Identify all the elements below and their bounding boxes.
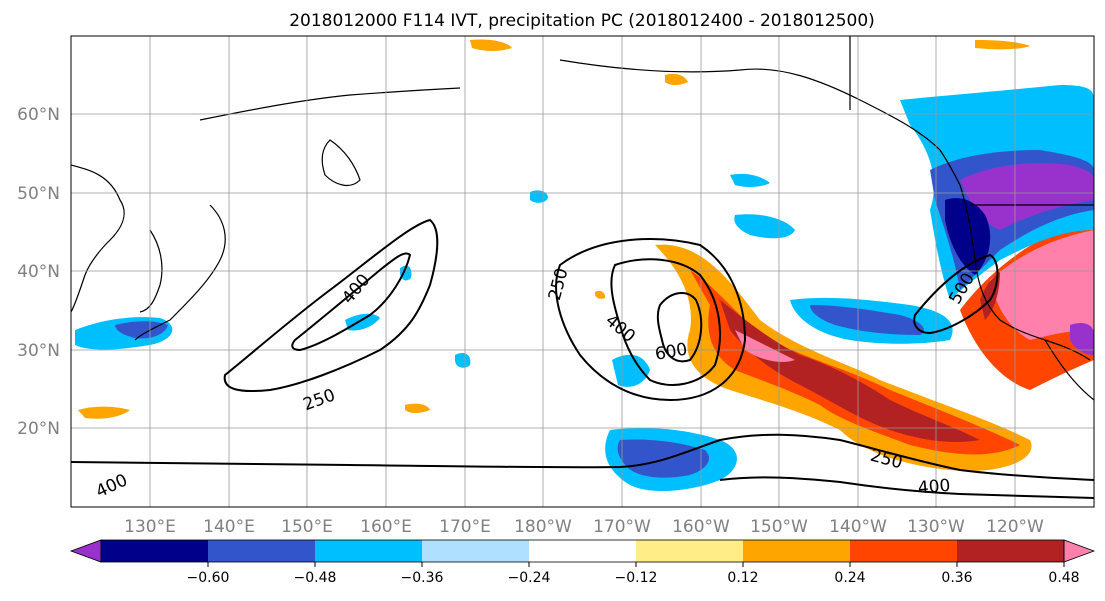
- siberia-coast: [199, 87, 461, 121]
- lon-label-140e: 140°E: [203, 517, 255, 537]
- colorbar-tick-label: 0.36: [941, 570, 972, 586]
- contour-south-2: [719, 476, 1094, 499]
- subtropical-negative-inner: [617, 439, 710, 478]
- westcoast-na: [959, 184, 1091, 361]
- contour-label-400-east: 400: [917, 476, 951, 499]
- small-positive-1: [470, 39, 512, 51]
- small-positive-4: [405, 403, 430, 413]
- colorbar-tick-label: −0.24: [508, 570, 551, 586]
- small-positive-3: [595, 290, 606, 299]
- small-positive-5: [78, 406, 130, 419]
- colorbar-tick-label: −0.60: [187, 570, 230, 586]
- lat-label-60n: 60°N: [17, 105, 60, 125]
- alaska-positive: [975, 40, 1030, 50]
- lon-label-160w: 160°W: [672, 517, 730, 537]
- colorbar: [69, 539, 1096, 563]
- figure-title: 2018012000 F114 IVT, precipitation PC (2…: [289, 11, 875, 31]
- pnw-negative-darkblue: [945, 198, 991, 275]
- lon-label-170e: 170°E: [439, 517, 491, 537]
- westcoast-pink: [990, 230, 1094, 340]
- colorbar-tick-label: −0.48: [294, 570, 337, 586]
- colorbar-segment: [957, 540, 1065, 562]
- lat-label-20n: 20°N: [17, 419, 60, 439]
- center-negative-1: [612, 354, 650, 387]
- lon-label-150w: 150°W: [750, 517, 808, 537]
- mexico-negative: [1070, 323, 1094, 355]
- contour-south: [71, 433, 1094, 481]
- pnw-negative-purple: [960, 163, 1094, 230]
- lon-labels: 130°E 140°E 150°E 160°E 170°E 180°W 170°…: [124, 517, 1044, 537]
- colorbar-segment: [422, 540, 530, 562]
- colorbar-segment: [529, 540, 637, 562]
- lon-label-130e: 130°E: [124, 517, 176, 537]
- korea-coast: [139, 229, 163, 313]
- map-frame: [70, 35, 1095, 508]
- lat-label-30n: 30°N: [17, 341, 60, 361]
- lon-label-130w: 130°W: [907, 517, 965, 537]
- colorbar-segment: [101, 540, 209, 562]
- colorbar-segment: [743, 540, 851, 562]
- precip-shading: [75, 39, 1094, 492]
- subpolar-negative-2: [730, 173, 770, 188]
- contour-east: [913, 253, 999, 335]
- positive-plume-red: [690, 270, 1020, 455]
- coastlines: [71, 36, 1094, 401]
- mexico-coast: [1044, 339, 1094, 401]
- gridlines: [71, 36, 1094, 507]
- colorbar-extend-high: [1063, 539, 1096, 563]
- colorbar-tick-label: 0.48: [1048, 570, 1079, 586]
- colorbar-segment: [850, 540, 958, 562]
- small-negative-1: [530, 190, 548, 203]
- lat-labels: 60°N 50°N 40°N 30°N 20°N: [17, 105, 60, 439]
- positive-plume-pink: [735, 330, 795, 362]
- small-negative-4: [400, 265, 412, 281]
- subpolar-negative-1: [734, 214, 795, 239]
- small-negative-3: [345, 313, 380, 331]
- lon-label-170w: 170°W: [593, 517, 651, 537]
- westcoast-darkred: [980, 272, 1000, 320]
- lon-label-140w: 140°W: [829, 517, 887, 537]
- kamchatka-coast: [321, 139, 361, 187]
- contour-400-west: [291, 252, 412, 352]
- negative-band-inner: [810, 305, 924, 335]
- ivt-contours: [71, 218, 1094, 499]
- contour-400-center: [610, 258, 721, 386]
- colorbar-tick-label: −0.36: [401, 570, 444, 586]
- lat-label-50n: 50°N: [17, 184, 60, 204]
- colorbar-segment: [315, 540, 423, 562]
- colorbar-tick-label: 0.12: [727, 570, 758, 586]
- japan-coast: [134, 204, 226, 341]
- contour-600-center: [656, 292, 703, 363]
- alaska-negative: [1020, 89, 1080, 103]
- asia-coast: [71, 164, 125, 313]
- colorbar-extend-low: [69, 539, 102, 563]
- colorbar-ticks: −0.60 −0.48 −0.36 −0.24 −0.12 0.12 0.24 0.36 0.4…: [187, 562, 1080, 586]
- map-panel: 400 250 250 400 600 250 400 500 400: [71, 36, 1094, 507]
- colorbar-tick-label: 0.24: [834, 570, 865, 586]
- small-negative-2: [455, 353, 471, 368]
- alaska-coast: [559, 59, 961, 186]
- colorbar-segment: [208, 540, 316, 562]
- lon-label-180w: 180°W: [514, 517, 572, 537]
- contour-250-center: [555, 238, 747, 402]
- lon-label-150e: 150°E: [281, 517, 333, 537]
- colorbar-tick-label: −0.12: [615, 570, 658, 586]
- colorbar-outline: [100, 539, 1065, 563]
- colorbar-segment: [636, 540, 744, 562]
- lat-label-40n: 40°N: [17, 262, 60, 282]
- small-positive-2: [665, 73, 688, 85]
- lon-label-160e: 160°E: [360, 517, 412, 537]
- lon-label-120w: 120°W: [986, 517, 1044, 537]
- japan-negative-inner: [115, 321, 168, 339]
- contour-250-west: [223, 218, 439, 393]
